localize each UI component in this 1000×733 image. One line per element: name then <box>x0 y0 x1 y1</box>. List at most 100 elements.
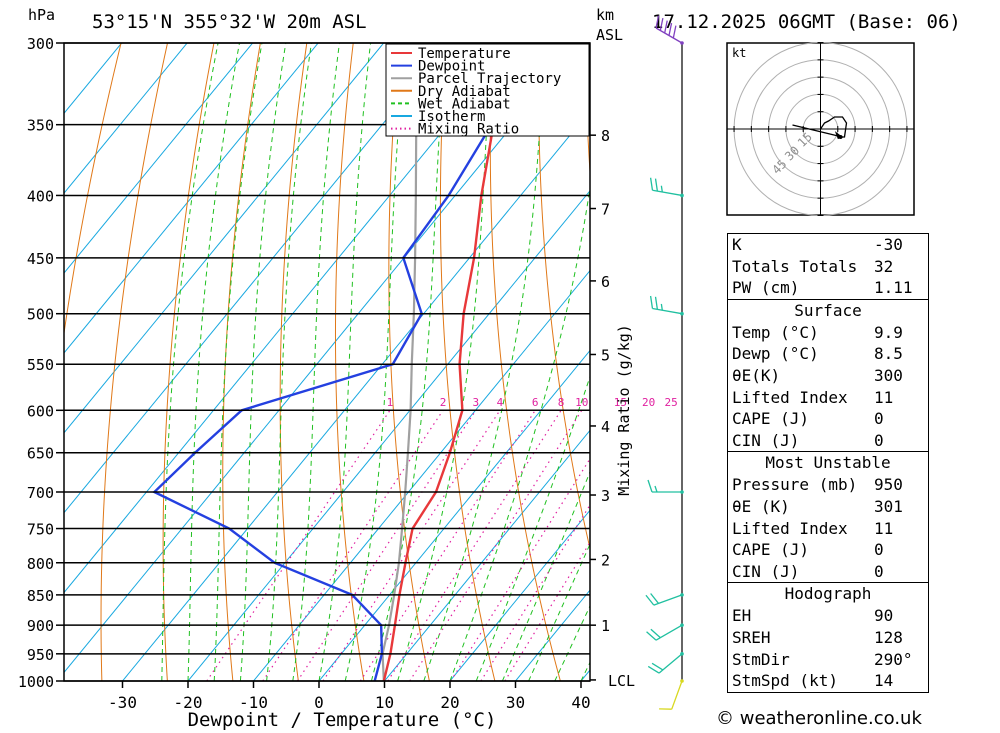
x-tick-label: 20 <box>440 693 459 712</box>
mixing-ratio-label: 10 <box>575 396 588 409</box>
mixing-ratio-axis-label: Mixing Ratio (g/kg) <box>615 324 633 496</box>
wind-barb-feather <box>650 628 661 639</box>
wind-barb <box>671 680 683 710</box>
wet-adiabat-line <box>449 184 590 681</box>
dry-adiabat-line <box>64 43 122 337</box>
isotherm-line <box>64 43 254 274</box>
most-unstable-title: Most Unstable <box>765 453 891 473</box>
mixing-ratio-label: 3 <box>473 396 480 409</box>
surface-section: Surface Temp (°C) 9.9 Dewp (°C) 8.5 θE(K) 300… <box>728 298 928 452</box>
surface-index-value: 300 <box>874 365 903 385</box>
mixing-ratio-line <box>409 409 583 681</box>
dry-adiabat-line <box>162 43 215 681</box>
pressure-tick-label: 800 <box>27 555 54 573</box>
pressure-tick-label: 550 <box>27 356 54 374</box>
hodograph-index-row: StmSpd (kt) 14 <box>728 670 928 692</box>
dry-adiabat-line <box>334 43 365 681</box>
mixing-ratio-label: 8 <box>558 396 565 409</box>
pressure-tick-label: 950 <box>27 646 54 664</box>
km-tick-label: 7 <box>601 201 610 219</box>
background-lines <box>64 43 590 681</box>
km-tick-label: 6 <box>601 273 610 291</box>
km-tick-label: 5 <box>601 346 610 364</box>
general-index-row: Totals Totals 32 <box>728 256 928 278</box>
most-unstable-index-value: 301 <box>874 496 903 516</box>
legend-box <box>385 43 590 137</box>
surface-index-label: Dewp (°C) <box>732 344 819 364</box>
most-unstable-index-label: Pressure (mb) <box>732 475 858 495</box>
wind-barb-feather <box>646 631 657 641</box>
wet-adiabat-line <box>161 43 219 681</box>
wind-barb-dot <box>680 193 684 198</box>
wet-adiabat-line <box>266 43 312 681</box>
hodograph-indices-title: Hodograph <box>784 584 872 604</box>
most-unstable-index-row: CAPE (J) 0 <box>728 539 928 561</box>
wind-barb-feather <box>672 25 677 39</box>
isotherm-line <box>252 269 590 681</box>
storm-motion-arrowhead <box>834 131 843 140</box>
surface-index-value: 8.5 <box>874 344 903 364</box>
wind-barb-dot <box>680 41 684 45</box>
wind-barb-dot <box>680 311 684 316</box>
hodograph-index-value: 90 <box>874 606 894 626</box>
pressure-tick-label: 700 <box>27 484 54 502</box>
surface-index-row: Dewp (°C) 8.5 <box>728 343 928 365</box>
hodograph-index-value: 290° <box>874 649 913 669</box>
wind-barb-half-feather <box>660 185 663 193</box>
hodograph-trace <box>819 116 848 138</box>
x-tick-label: -10 <box>239 693 268 712</box>
wind-barb-dot <box>680 679 684 683</box>
wind-barb-feather <box>655 15 660 29</box>
hodograph-index-row: StmDir 290° <box>728 649 928 671</box>
isotherm-line <box>514 589 590 681</box>
general-index-row: K -30 <box>728 234 928 256</box>
mixing-ratio-label: 1 <box>387 396 394 409</box>
wet-adiabat-line <box>239 43 287 681</box>
surface-index-row: θE(K) 300 <box>728 365 928 387</box>
surface-index-row: Temp (°C) 9.9 <box>728 322 928 344</box>
x-tick-label: -20 <box>174 693 203 712</box>
legend-entry: Temperature <box>418 46 511 62</box>
storm-motion-arrow <box>792 124 844 138</box>
surface-index-label: Temp (°C) <box>732 322 819 342</box>
wind-barb-feather <box>645 594 655 606</box>
surface-index-row: CIN (J) 0 <box>728 430 928 452</box>
pressure-tick-label: 600 <box>27 402 54 420</box>
wind-barb-dot <box>680 593 684 597</box>
temperature-line <box>382 43 515 681</box>
wind-barb-half-feather <box>654 485 658 493</box>
legend-entry: Mixing Ratio <box>418 122 519 138</box>
mixing-ratio-label: 20 <box>642 396 655 409</box>
most-unstable-index-label: CAPE (J) <box>732 540 810 560</box>
legend-entry: Parcel Trajectory <box>418 71 561 87</box>
dry-adiabat-line <box>489 43 561 681</box>
isotherm-line <box>64 43 123 115</box>
isotherm-line <box>121 110 590 681</box>
mixing-ratio-label: 4 <box>497 396 504 409</box>
wet-adiabat-line <box>318 43 372 681</box>
mixing-ratio-line <box>450 457 590 681</box>
wind-barb-feather <box>659 17 664 31</box>
pressure-tick-label: 750 <box>27 521 54 539</box>
wind-barb-feather <box>664 20 668 34</box>
dry-adiabat-line <box>222 43 261 681</box>
hodograph-index-value: 128 <box>874 627 903 647</box>
mixing-ratio-label: 15 <box>614 396 627 409</box>
mixing-ratio-label: 6 <box>532 396 539 409</box>
most-unstable-index-row: Pressure (mb) 950 <box>728 474 928 496</box>
hpa-unit-label: hPa <box>28 6 55 24</box>
most-unstable-index-row: CIN (J) 0 <box>728 561 928 583</box>
wind-barb-half-feather <box>660 303 663 311</box>
plot-frame <box>63 42 591 682</box>
pressure-tick-label: 1000 <box>18 673 54 691</box>
general-indices: K -30 Totals Totals 32 PW (cm) 1.11 <box>728 234 928 299</box>
isotherm-line <box>383 429 590 681</box>
general-index-value: 32 <box>874 256 894 276</box>
wind-profile <box>645 15 684 710</box>
surface-index-value: 9.9 <box>874 322 903 342</box>
hodograph-index-label: EH <box>732 606 752 626</box>
mixing-ratio-axis-text: Mixing Ratio (g/kg) <box>615 324 633 496</box>
x-tick-label: -30 <box>108 693 137 712</box>
wet-adiabat-line <box>213 43 263 681</box>
